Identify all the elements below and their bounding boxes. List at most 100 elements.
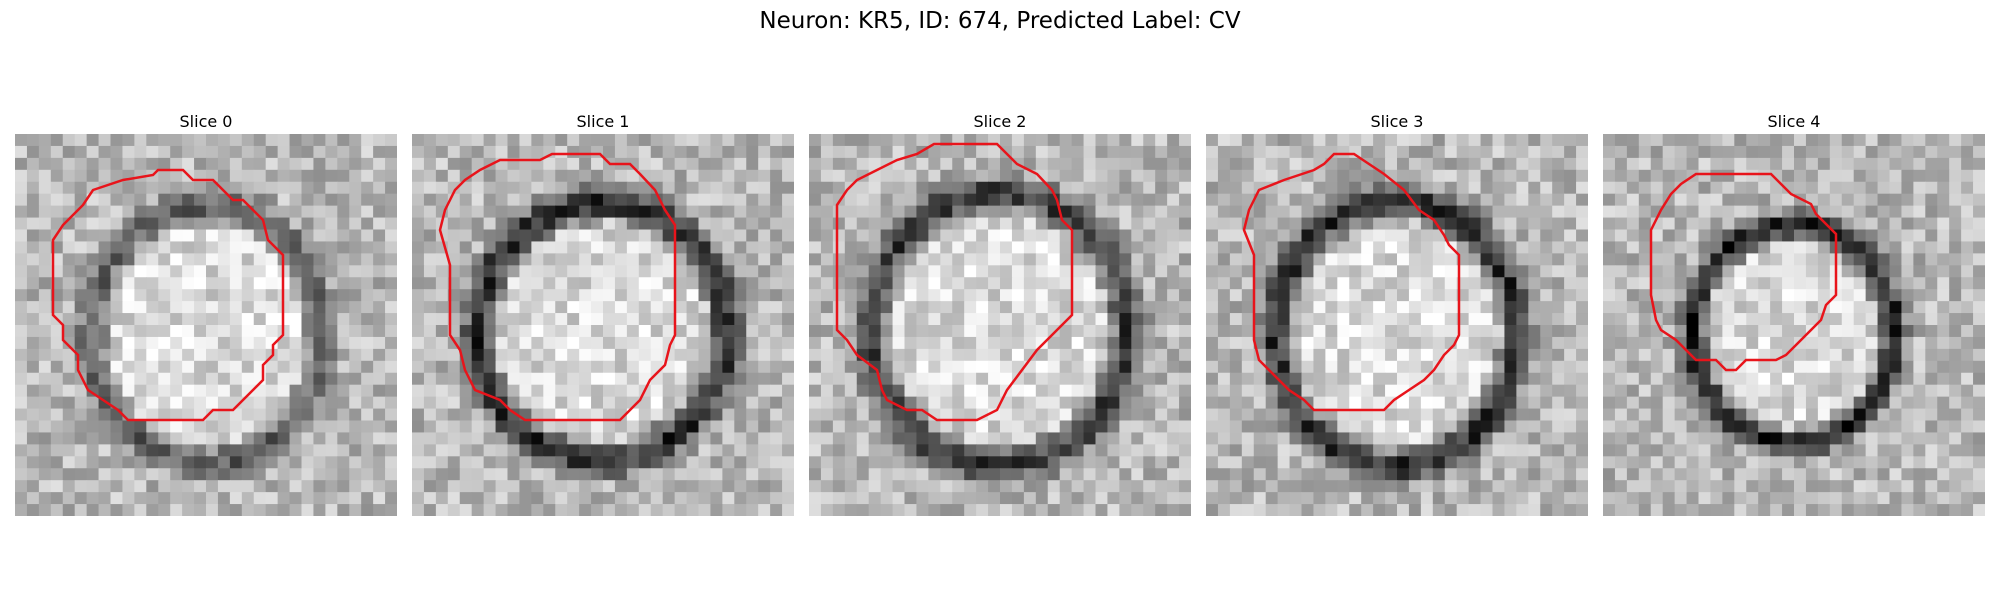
- pixel: [15, 157, 28, 171]
- pixel: [110, 134, 123, 147]
- pixel: [603, 444, 616, 457]
- pixel: [241, 372, 255, 386]
- pixel: [1865, 205, 1879, 219]
- pixel: [1107, 396, 1120, 410]
- pixel: [253, 181, 267, 195]
- pixel: [856, 432, 870, 445]
- pixel: [495, 420, 508, 433]
- pixel: [710, 432, 723, 445]
- pixel: [856, 480, 870, 493]
- pixel: [614, 253, 628, 266]
- pixel: [1444, 277, 1458, 290]
- pixel: [531, 181, 544, 195]
- pixel: [1626, 396, 1640, 410]
- pixel: [1603, 253, 1616, 266]
- pixel: [868, 504, 882, 516]
- pixel: [1289, 468, 1302, 481]
- pixel: [98, 265, 111, 278]
- pixel: [1758, 253, 1771, 266]
- pixel: [412, 348, 425, 362]
- pixel: [1277, 325, 1291, 338]
- pixel: [1913, 372, 1926, 386]
- pixel: [229, 157, 243, 171]
- pixel: [1325, 265, 1338, 278]
- pixel: [385, 336, 397, 350]
- pixel: [182, 277, 195, 290]
- pixel: [952, 504, 965, 516]
- pixel: [964, 504, 977, 516]
- pixel: [940, 181, 953, 195]
- pixel: [38, 301, 52, 314]
- pixel: [423, 336, 437, 350]
- pixel: [423, 301, 437, 314]
- pixel: [26, 468, 40, 481]
- pixel: [1432, 325, 1446, 338]
- pixel: [662, 504, 676, 516]
- pixel: [928, 229, 941, 242]
- pixel: [591, 372, 604, 386]
- pixel: [614, 301, 628, 314]
- pixel: [964, 325, 977, 338]
- pixel: [229, 217, 243, 230]
- pixel: [1047, 432, 1061, 445]
- pixel: [62, 408, 76, 421]
- slice-title: Slice 1: [576, 112, 630, 131]
- pixel: [1420, 217, 1434, 230]
- pixel: [435, 504, 449, 516]
- pixel: [698, 229, 711, 242]
- pixel: [1480, 504, 1493, 516]
- pixel: [1853, 157, 1867, 171]
- pixel: [86, 241, 100, 254]
- pixel: [1758, 277, 1771, 290]
- pixel: [1638, 336, 1652, 350]
- pixel: [1420, 420, 1434, 433]
- pixel: [1722, 241, 1735, 254]
- pixel: [976, 205, 989, 219]
- pixel: [1277, 360, 1291, 374]
- pixel: [1540, 420, 1553, 433]
- pixel: [809, 408, 822, 421]
- pixel: [1626, 313, 1640, 326]
- pixel: [1937, 169, 1950, 183]
- pixel: [182, 504, 195, 516]
- pixel: [1650, 372, 1664, 386]
- pixel: [122, 360, 135, 374]
- pixel: [412, 301, 425, 314]
- pixel: [1829, 145, 1843, 159]
- pixel: [1265, 348, 1279, 362]
- pixel: [928, 504, 941, 516]
- pixel: [722, 169, 735, 183]
- pixel: [904, 444, 917, 457]
- pixel: [158, 205, 171, 219]
- pixel: [62, 241, 76, 254]
- pixel: [555, 229, 568, 242]
- pixel: [964, 480, 977, 493]
- pixel: [38, 169, 52, 183]
- pixel: [1206, 301, 1219, 314]
- pixel: [880, 444, 894, 457]
- pixel: [1480, 336, 1493, 350]
- pixel: [1841, 193, 1855, 207]
- pixel: [1564, 372, 1577, 386]
- pixel: [507, 360, 520, 374]
- pixel: [1698, 384, 1711, 398]
- pixel: [1865, 289, 1879, 302]
- pixel: [385, 217, 397, 230]
- pixel: [26, 134, 40, 147]
- pixel: [1095, 277, 1108, 290]
- pixel: [1143, 468, 1156, 481]
- pixel: [928, 145, 941, 159]
- pixel: [1361, 229, 1374, 242]
- pixel: [1961, 313, 1974, 326]
- pixel: [1516, 205, 1529, 219]
- pixel: [650, 241, 664, 254]
- pixel: [146, 492, 159, 505]
- pixel: [988, 360, 1001, 374]
- pixel: [1373, 265, 1386, 278]
- pixel: [1794, 432, 1807, 445]
- pixel: [1480, 205, 1493, 219]
- pixel: [206, 325, 219, 338]
- pixel: [62, 372, 76, 386]
- pixel: [1095, 241, 1108, 254]
- pixel: [856, 301, 870, 314]
